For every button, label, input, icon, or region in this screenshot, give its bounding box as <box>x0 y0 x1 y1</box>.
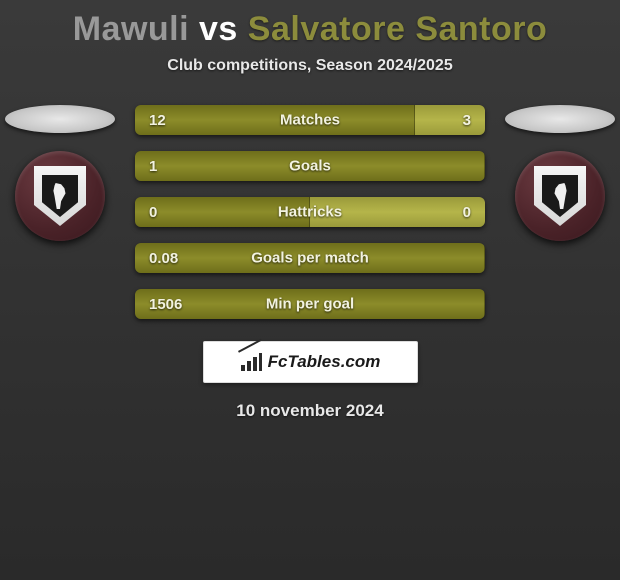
player1-club-crest-icon <box>15 151 105 241</box>
stat-row: 0 0 Hattricks <box>135 197 485 227</box>
stat-label: Hattricks <box>278 204 342 221</box>
player2-badge-column <box>500 105 620 241</box>
player2-ellipse-icon <box>505 105 615 133</box>
stat-left-value: 1506 <box>149 296 182 313</box>
stat-label: Min per goal <box>266 296 354 313</box>
fctables-brand: FcTables.com <box>268 352 381 372</box>
stat-right-value: 3 <box>463 112 471 129</box>
stat-left-value: 0 <box>149 204 157 221</box>
stat-label: Goals <box>289 158 331 175</box>
stat-row: 1 Goals <box>135 151 485 181</box>
stat-left-value: 12 <box>149 112 166 129</box>
player1-badge-column <box>0 105 120 241</box>
date-text: 10 november 2024 <box>0 401 620 421</box>
stat-left-segment: 12 <box>135 105 415 135</box>
page-title: Mawuli vs Salvatore Santoro <box>0 0 620 49</box>
fctables-badge: FcTables.com <box>203 341 418 383</box>
player1-name: Mawuli <box>73 10 189 48</box>
stat-right-value: 0 <box>463 204 471 221</box>
player2-name: Salvatore Santoro <box>248 10 547 48</box>
stat-left-value: 1 <box>149 158 157 175</box>
subtitle: Club competitions, Season 2024/2025 <box>0 57 620 75</box>
stat-label: Goals per match <box>251 250 369 267</box>
vs-text: vs <box>199 10 238 48</box>
stat-row: 1506 Min per goal <box>135 289 485 319</box>
player2-club-crest-icon <box>515 151 605 241</box>
stat-left-value: 0.08 <box>149 250 178 267</box>
content-area: 12 3 Matches 1 Goals 0 0 Hattricks 0.08 Goals per… <box>0 105 620 421</box>
stat-label: Matches <box>280 112 340 129</box>
stat-row: 12 3 Matches <box>135 105 485 135</box>
stats-bars: 12 3 Matches 1 Goals 0 0 Hattricks 0.08 Goals per… <box>135 105 485 319</box>
stat-right-segment: 3 <box>415 105 485 135</box>
player1-ellipse-icon <box>5 105 115 133</box>
chart-icon <box>240 353 262 371</box>
stat-row: 0.08 Goals per match <box>135 243 485 273</box>
